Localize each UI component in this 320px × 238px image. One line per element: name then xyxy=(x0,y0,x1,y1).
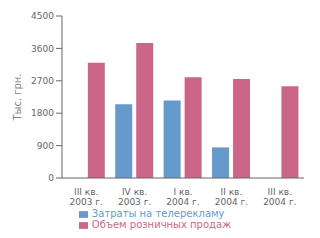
svg-text:Тыс. грн.: Тыс. грн. xyxy=(12,73,23,121)
svg-text:1800: 1800 xyxy=(31,108,54,118)
svg-text:II кв.2004 г.: II кв.2004 г. xyxy=(215,187,248,207)
svg-text:III кв.2004 г.: III кв.2004 г. xyxy=(263,187,296,207)
svg-text:0: 0 xyxy=(48,173,54,183)
html-text:Затраты на телерекламу: Затраты на телерекламу xyxy=(91,208,225,219)
svg-text:4500: 4500 xyxy=(31,11,54,21)
svg-text:3600: 3600 xyxy=(31,44,54,54)
svg-text:I кв.2004 г.: I кв.2004 г. xyxy=(166,187,199,207)
html-text:Объем розничных продаж: Объем розничных продаж xyxy=(91,219,232,230)
svg-text:2700: 2700 xyxy=(31,76,54,86)
svg-text:III кв.2003 г.: III кв.2003 г. xyxy=(70,187,103,207)
svg-text:IV кв.2003 г.: IV кв.2003 г. xyxy=(118,187,151,207)
svg-text:900: 900 xyxy=(37,141,54,151)
